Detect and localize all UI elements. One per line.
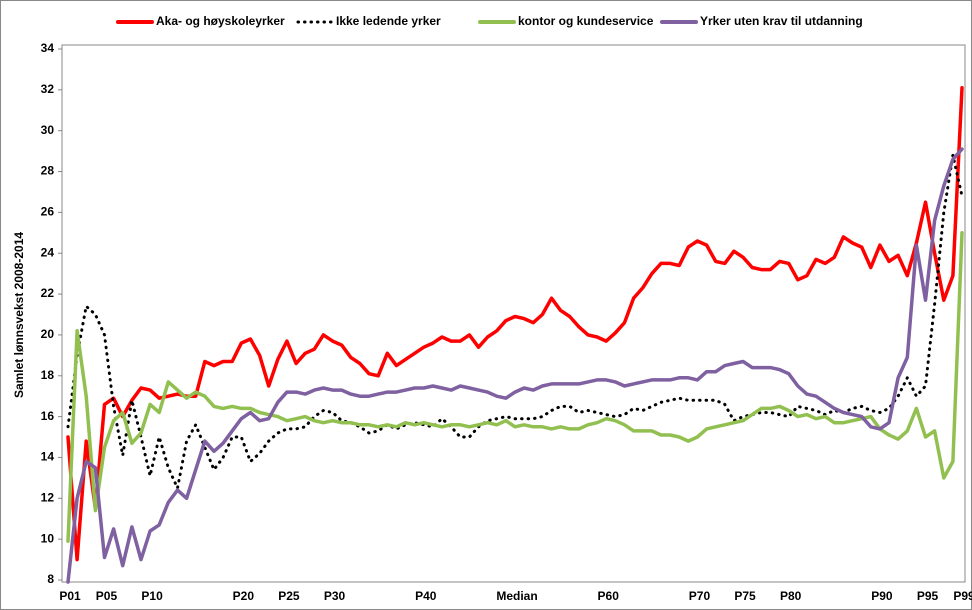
legend-label: Ikke ledende yrker: [336, 14, 441, 28]
y-tick-label: 26: [41, 205, 55, 219]
y-tick-label: 20: [41, 327, 55, 341]
series-line: [66, 231, 964, 543]
y-tick-label: 22: [41, 286, 55, 300]
y-tick-label: 28: [41, 164, 55, 178]
y-tick-label: 16: [41, 409, 55, 423]
legend-label: Yrker uten krav til utdanning: [700, 14, 863, 28]
y-tick-label: 12: [41, 490, 55, 504]
x-tick-label: P01: [59, 589, 81, 603]
series-line: [66, 86, 964, 562]
y-tick-label: 32: [41, 82, 55, 96]
x-tick-label: P30: [324, 589, 346, 603]
y-axis-label: Samlet lønnsvekst 2008-2014: [12, 232, 26, 398]
x-tick-label: P10: [141, 589, 163, 603]
y-tick-label: 14: [41, 450, 55, 464]
y-tick-label: 30: [41, 123, 55, 137]
series-line: [66, 153, 964, 490]
legend-label: Aka- og høyskoleyrker: [156, 14, 285, 28]
y-tick-label: 8: [47, 572, 54, 586]
x-tick-label: P70: [689, 589, 711, 603]
y-tick-label: 18: [41, 368, 55, 382]
x-tick-label: P20: [233, 589, 255, 603]
x-tick-label: P60: [598, 589, 620, 603]
x-tick-label: P80: [780, 589, 802, 603]
x-tick-label: Median: [496, 589, 537, 603]
y-tick-label: 10: [41, 531, 55, 545]
x-tick-label: P40: [415, 589, 437, 603]
x-tick-label: P95: [917, 589, 939, 603]
x-tick-label: P90: [871, 589, 893, 603]
legend-label: kontor og kundeservice: [518, 14, 654, 28]
series-line: [66, 147, 964, 584]
plot-area: [61, 44, 966, 583]
x-tick-label: P05: [96, 589, 118, 603]
x-tick-label: P75: [734, 589, 756, 603]
x-tick-label: P25: [278, 589, 300, 603]
y-tick-label: 24: [41, 245, 55, 259]
x-tick-label: P99: [953, 589, 972, 603]
y-tick-label: 34: [41, 41, 55, 55]
